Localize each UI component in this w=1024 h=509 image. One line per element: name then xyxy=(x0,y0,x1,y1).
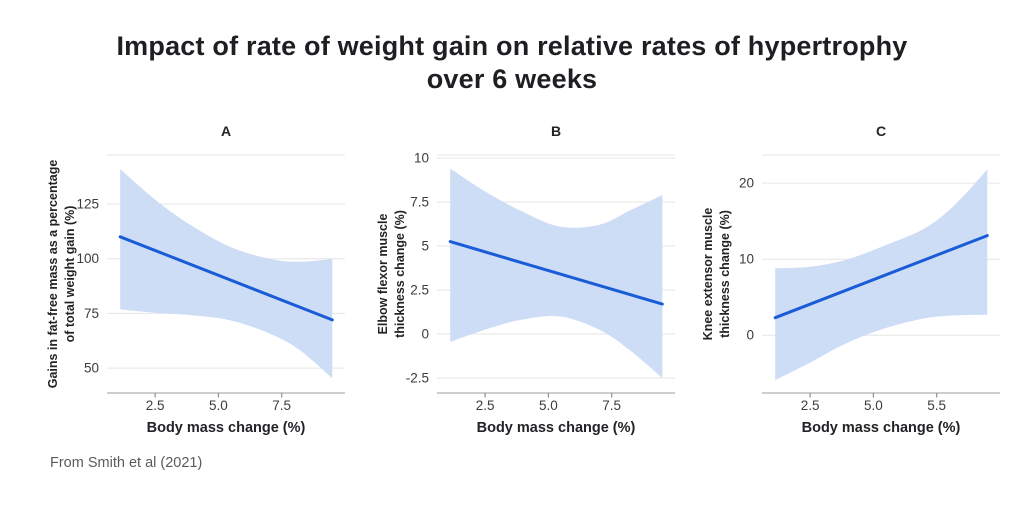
regression-line xyxy=(448,240,664,306)
y-axis-title-line: thickness change (%) xyxy=(718,210,732,338)
x-tick-label: 2.5 xyxy=(476,398,495,413)
x-tick-label: 5.0 xyxy=(209,398,228,413)
x-axis-title: Body mass change (%) xyxy=(147,420,306,436)
x-axis-title: Body mass change (%) xyxy=(802,420,961,436)
y-tick-label: 125 xyxy=(76,197,99,212)
x-tick-label: 5.0 xyxy=(864,398,883,413)
x-tick-label: 2.5 xyxy=(801,398,820,413)
y-tick-label: 5 xyxy=(421,239,429,254)
y-tick-label: 50 xyxy=(84,361,99,376)
panel-label: C xyxy=(876,123,886,139)
y-tick-label: 100 xyxy=(76,251,99,266)
x-tick-label: 5.5 xyxy=(927,398,946,413)
regression-line xyxy=(773,234,989,320)
panel-label: A xyxy=(221,123,231,139)
panel-b: 10 7.5 5 2.5 0 -2.5 2.5 5.0 7.5 B Body mass change… xyxy=(376,123,675,436)
confidence-band xyxy=(120,169,333,379)
y-tick-label: 7.5 xyxy=(410,195,429,210)
y-tick-label: 75 xyxy=(84,306,99,321)
y-axis-title-line: Gains in fat-free mass as a percentage xyxy=(46,160,60,389)
chart-title: Impact of rate of weight gain on relativ… xyxy=(116,31,908,94)
y-tick-label: -2.5 xyxy=(406,371,429,386)
y-tick-label: 10 xyxy=(414,151,429,166)
regression-line xyxy=(118,235,334,322)
y-axis-title-line: Knee extensor muscle xyxy=(701,208,715,341)
confidence-band xyxy=(775,169,988,381)
x-tick-label: 7.5 xyxy=(602,398,621,413)
y-tick-label: 0 xyxy=(421,327,429,342)
y-tick-label: 2.5 xyxy=(410,283,429,298)
x-axis-title: Body mass change (%) xyxy=(477,420,636,436)
panel-label: B xyxy=(551,123,561,139)
panel-c: 20 10 0 2.5 5.0 5.5 C Body mass change (%) Knee … xyxy=(701,123,1000,436)
x-tick-label: 5.0 xyxy=(539,398,558,413)
y-tick-label: 0 xyxy=(746,328,754,343)
y-axis-title-line: Elbow flexor muscle xyxy=(376,214,390,335)
panel-a: 125 100 75 50 2.5 5.0 7.5 A Body mass change (%)… xyxy=(46,123,345,436)
y-axis-title-line: of total weight gain (%) xyxy=(63,206,77,343)
x-tick-label: 7.5 xyxy=(272,398,291,413)
y-tick-label: 10 xyxy=(739,252,754,267)
source-caption: From Smith et al (2021) xyxy=(50,455,203,471)
x-tick-label: 2.5 xyxy=(146,398,165,413)
y-axis-title-line: thickness change (%) xyxy=(393,210,407,338)
y-tick-label: 20 xyxy=(739,176,754,191)
